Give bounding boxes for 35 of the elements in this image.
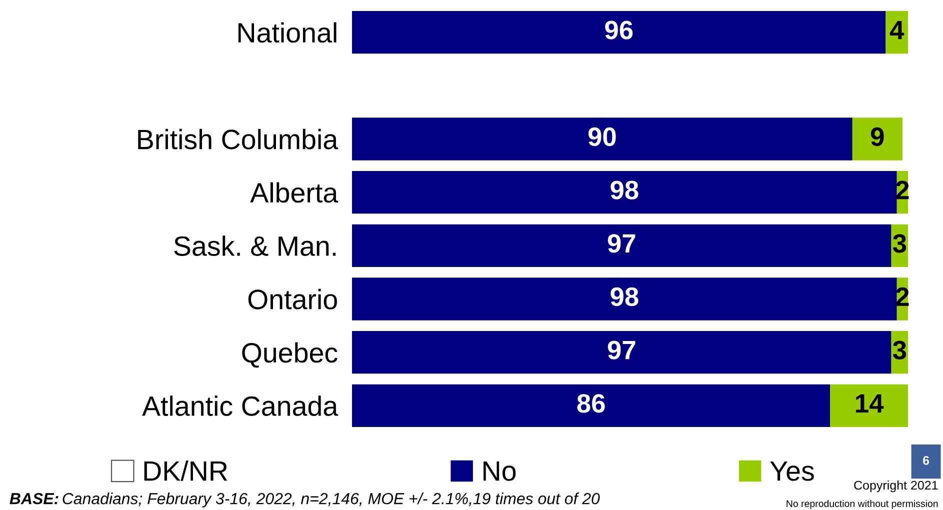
data-label: 4	[890, 21, 904, 40]
data-label: 90	[588, 127, 616, 146]
legend-label: No	[484, 461, 516, 481]
data-label: 97	[608, 234, 636, 253]
y-tick-label: Ontario	[248, 288, 337, 310]
bar	[352, 11, 886, 54]
bar	[352, 224, 892, 267]
legend-label: DK/NR	[144, 460, 228, 481]
data-label: 97	[608, 340, 636, 360]
bar	[352, 384, 830, 427]
bar	[352, 118, 852, 160]
y-tick-label: Alberta	[250, 182, 338, 203]
text: BASE: Canadians; February 3-16, 2022, n=2,146, MOE +/- 2.1%,19 times out of 20	[10, 492, 600, 508]
bar	[352, 278, 897, 320]
data-label: 86	[577, 394, 605, 413]
bar	[830, 384, 908, 427]
y-tick-label: National	[238, 22, 336, 43]
y-tick-label: Atlantic Canada	[142, 396, 338, 416]
data-label: 96	[605, 20, 633, 40]
bar	[852, 118, 902, 160]
legend-label: Yes	[770, 461, 814, 481]
data-label: 14	[856, 394, 884, 412]
y-tick-label: Sask. & Man.	[174, 236, 336, 256]
y-tick-label: Quebec	[242, 342, 338, 368]
data-label: 98	[610, 287, 638, 306]
data-label: 3	[892, 234, 906, 253]
data-label: 3	[892, 340, 906, 360]
bar	[352, 331, 892, 374]
bar	[352, 171, 897, 214]
data-label: 98	[610, 180, 638, 200]
text: 6	[923, 456, 930, 465]
data-label: 9	[871, 127, 884, 146]
text: Copyright 2021	[854, 480, 938, 492]
text: No reproduction without permission	[786, 500, 938, 509]
y-tick-label: British Columbia	[138, 128, 338, 150]
